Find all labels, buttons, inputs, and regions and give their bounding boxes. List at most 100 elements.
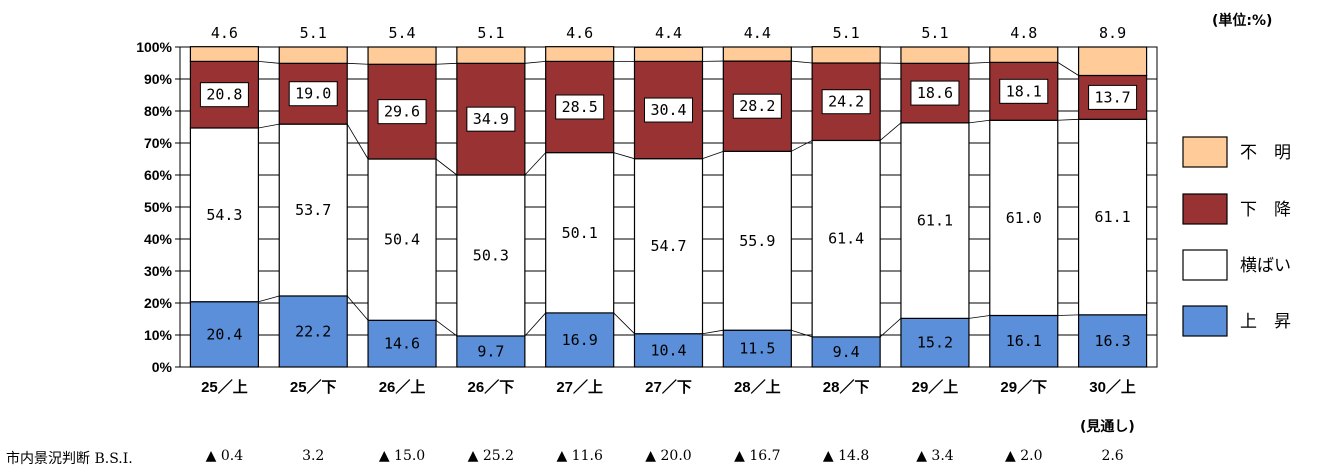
data-label-box [910,80,960,106]
series-connector [968,315,990,319]
data-label-flat: 53.7 [295,201,331,219]
bsi-title: 市内景況判断 B.S.I. [6,451,133,467]
data-label-decline: 28.2 [739,97,775,115]
data-label-decline: 30.4 [650,101,686,119]
y-tick-label: 10% [144,327,173,343]
bar-segment-flat [189,127,260,303]
y-tick-label: 50% [144,199,173,215]
bar-segment-rise [456,335,526,368]
data-label-decline: 29.6 [384,103,420,121]
series-connector [702,150,724,160]
x-tick-label: 28／下 [823,378,870,396]
data-label-flat: 54.3 [206,206,242,224]
legend-label-rise: 上 昇 [1240,312,1291,332]
data-label-rise: 14.6 [384,335,420,353]
bsi-value: ▲ 11.6 [556,448,603,464]
data-label-flat: 50.3 [473,246,509,264]
data-label-decline: 18.1 [1006,82,1042,100]
data-label-unknown: 5.1 [300,24,327,42]
series-connector [258,61,280,64]
bar-segment-unknown [1077,46,1148,77]
y-tick-label: 20% [144,295,173,311]
y-tick-label: 80% [144,103,173,119]
data-label-box [999,78,1049,104]
x-tick-label: 26／上 [379,378,426,396]
data-label-box [644,97,693,123]
unit-label: (単位:%) [1212,13,1273,29]
series-connector [346,123,369,160]
data-label-flat: 61.1 [917,212,953,230]
bsi-value: ▲ 20.0 [645,448,692,464]
series-connector [347,62,369,65]
data-label-rise: 22.2 [295,322,331,340]
data-label-unknown: 5.4 [388,24,415,42]
series-connector [436,62,457,65]
series-connector [258,123,280,129]
bar-segment-flat [545,152,615,314]
x-tick-label: 29／上 [912,378,959,396]
y-tick-label: 90% [144,71,173,87]
bsi-value: 2.6 [1101,448,1124,464]
bsi-value: ▲ 16.7 [734,448,781,464]
bar-segment-unknown [633,46,704,62]
data-label-decline: 34.9 [473,110,509,128]
data-label-flat: 54.7 [650,237,686,255]
legend-swatch-unknown [1182,136,1228,168]
x-tick-label: 30／上 [1089,378,1136,396]
series-connector [524,152,546,176]
bsi-value: 3.2 [302,448,325,464]
data-label-box [377,99,427,125]
y-tick-label: 30% [144,263,173,279]
data-label-box [555,94,605,120]
data-label-rise: 9.4 [833,343,860,361]
data-label-decline: 19.0 [295,85,331,103]
data-label-flat: 61.1 [1095,208,1131,226]
series-connector [702,329,724,335]
series-connector [879,318,902,338]
data-label-box [466,106,516,132]
series-connector [1057,118,1079,121]
series-connector [1057,62,1079,76]
data-label-rise: 16.9 [562,331,598,349]
series-connector [258,295,280,303]
data-label-unknown: 5.1 [477,24,504,42]
data-label-rise: 11.5 [739,340,775,358]
x-tick-label: 26／下 [468,378,515,396]
bar-segment-unknown [189,46,260,63]
bar-segment-unknown [545,46,615,63]
data-label-unknown: 4.8 [1010,24,1037,42]
data-label-unknown: 4.4 [655,24,682,42]
legend-swatch-flat [1182,249,1228,281]
data-label-flat: 61.0 [1006,209,1042,227]
data-label-rise: 9.7 [477,342,504,360]
series-connector [435,319,458,337]
series-connector [613,152,635,160]
data-label-unknown: 4.6 [566,24,593,42]
bsi-value: ▲ 25.2 [467,448,515,464]
series-connector [524,61,546,64]
bar-segment-rise [545,312,615,368]
bsi-row: 市内景況判断 B.S.I. ▲ 0.4 3.2 ▲ 15.0 ▲ 25.2 ▲ 11.6… [0,448,1327,470]
series-connector [791,140,813,152]
bar-segment-flat [900,122,970,319]
bsi-value: ▲ 14.8 [822,448,870,464]
data-label-unknown: 5.1 [833,24,860,42]
data-label-decline: 24.2 [828,93,864,111]
bar-segment-flat [722,150,792,331]
data-label-decline: 18.6 [917,84,953,102]
data-label-unknown: 5.1 [921,24,948,42]
y-tick-label: 60% [144,167,173,183]
data-label-unknown: 8.9 [1099,24,1126,42]
bar-segment-rise [278,295,348,368]
legend-swatch-rise [1182,305,1228,337]
series-connector [613,312,635,335]
series-connector [791,60,813,64]
bar-segment-rise [367,319,437,368]
bar-segment-rise [989,314,1059,368]
bar-segment-rise [189,301,260,368]
bar-segment-unknown [278,46,348,64]
x-tick-label: 25／下 [290,378,337,396]
y-tick-label: 40% [144,231,173,247]
bar-segment-flat [278,123,348,297]
